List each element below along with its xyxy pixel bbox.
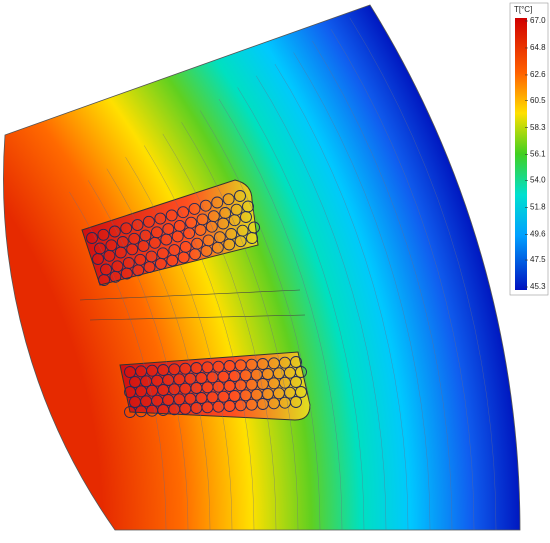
isoline: [312, 40, 453, 531]
conductor: [166, 254, 179, 267]
isoline: [293, 52, 431, 531]
conductor: [103, 249, 116, 262]
conductor: [154, 212, 167, 225]
isoline: [274, 63, 409, 531]
conductor: [177, 251, 190, 264]
conductor: [223, 238, 236, 251]
conductor: [92, 253, 104, 265]
colorbar-tick-label: 67.0: [530, 16, 546, 25]
conductor: [132, 264, 145, 277]
colorbar-tick-label: 49.6: [530, 229, 546, 238]
isoline: [162, 133, 277, 531]
colorbar-tick-label: 58.3: [530, 123, 546, 132]
conductor: [222, 193, 235, 206]
conductor: [290, 396, 302, 408]
conductor: [234, 190, 246, 202]
conductor: [109, 270, 122, 283]
conductor: [137, 240, 150, 253]
conductor: [120, 222, 133, 235]
colorbar-tick-label: 60.5: [530, 96, 546, 105]
conductor: [199, 199, 212, 212]
conductor: [200, 244, 213, 257]
conductor: [234, 235, 247, 248]
colorbar-tick-label: 64.8: [530, 43, 546, 52]
temperature-field: [3, 4, 521, 531]
isoline: [125, 156, 233, 531]
conductor: [126, 243, 139, 256]
conductor: [290, 356, 302, 368]
isoline: [218, 98, 343, 531]
conductor: [120, 267, 133, 280]
conductor: [194, 223, 207, 236]
conductor: [189, 248, 202, 261]
isoline: [330, 29, 475, 531]
conductor: [295, 366, 307, 378]
conductor: [148, 236, 161, 249]
isoline: [237, 87, 365, 531]
conductor: [160, 233, 173, 246]
conductor: [97, 228, 110, 241]
conductor: [295, 386, 307, 398]
isoline: [69, 191, 167, 531]
colorbar-tick-label: 51.8: [530, 202, 546, 211]
conductor: [205, 220, 218, 233]
conductor: [246, 232, 258, 244]
conductor: [154, 257, 167, 270]
conductor: [142, 215, 155, 228]
conductor: [143, 261, 156, 274]
colorbar-tick-label: 54.0: [530, 175, 546, 184]
conductor: [177, 206, 190, 219]
conductor: [114, 246, 127, 259]
conductor: [240, 211, 252, 223]
colorbar: [515, 18, 527, 290]
colorbar-tick-label: 62.6: [530, 70, 546, 79]
conductor: [98, 274, 110, 286]
conductor: [131, 219, 144, 232]
isoline: [199, 110, 321, 531]
colorbar-title: T[°C]: [514, 5, 532, 14]
isoline: [349, 17, 497, 531]
conductor: [171, 230, 184, 243]
conductor: [228, 214, 241, 227]
conductor: [86, 232, 98, 244]
conductor: [188, 202, 201, 215]
colorbar-tick-label: 56.1: [530, 150, 546, 159]
conductor: [108, 225, 121, 238]
colorbar-tick-label: 47.5: [530, 255, 546, 264]
conductor: [183, 227, 196, 240]
colorbar-tick-label: 45.3: [530, 282, 546, 291]
isoline: [255, 75, 387, 531]
isoline: [181, 122, 299, 531]
conductor: [217, 217, 230, 230]
isoline: [143, 145, 255, 531]
isoline: [106, 168, 211, 531]
conductor: [290, 376, 302, 388]
isoline: [87, 180, 189, 531]
conductor: [165, 209, 178, 222]
conductor: [211, 241, 224, 254]
conductor: [211, 196, 224, 209]
